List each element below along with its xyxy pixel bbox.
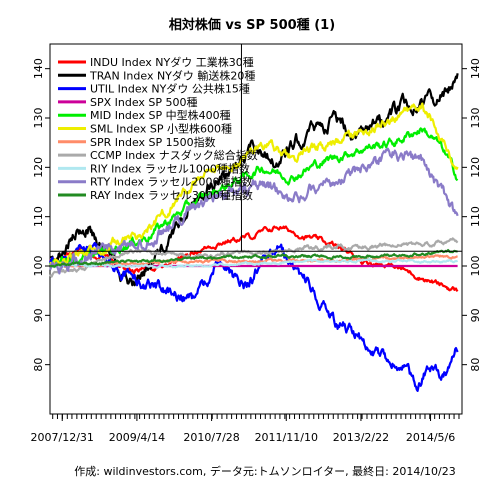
y-tick-label-left: 120 bbox=[32, 157, 45, 178]
y-tick-label-right: 100 bbox=[469, 256, 480, 277]
chart-title: 相対株価 vs SP 500種 (1) bbox=[169, 17, 335, 33]
x-tick-label: 2014/5/6 bbox=[406, 431, 455, 444]
series-line-2 bbox=[48, 241, 459, 392]
legend-label: RIY Index ラッセル1000種指数 bbox=[90, 161, 250, 175]
x-tick-label: 2007/12/31 bbox=[31, 431, 94, 444]
legend-label: SML Index SP 小型株600種 bbox=[90, 122, 232, 136]
y-tick-label-right: 110 bbox=[469, 206, 480, 227]
series-line-5 bbox=[49, 102, 459, 268]
legend-label: SPR Index SP 1500指数 bbox=[90, 135, 216, 149]
series-line-8 bbox=[49, 258, 459, 269]
legend-label: INDU Index NYダウ 工業株30種 bbox=[90, 55, 254, 69]
y-tick-label-left: 130 bbox=[32, 108, 45, 129]
y-tick-label-right: 120 bbox=[469, 157, 480, 178]
series-line-9 bbox=[49, 147, 459, 275]
legend-label: RAY Index ラッセル3000種指数 bbox=[90, 188, 253, 202]
x-tick-label: 2009/4/14 bbox=[109, 431, 165, 444]
y-tick-label-right: 80 bbox=[469, 358, 480, 372]
x-tick-label: 2013/2/22 bbox=[333, 431, 389, 444]
legend-label: CCMP Index ナスダック総合指数 bbox=[90, 148, 258, 162]
x-tick-label: 2011/11/10 bbox=[255, 431, 318, 444]
legend-label: MID Index SP 中型株400種 bbox=[90, 108, 231, 122]
legend-label: UTIL Index NYダウ 公共株15種 bbox=[90, 82, 250, 96]
legend-label: SPX Index SP 500種 bbox=[90, 95, 198, 109]
y-tick-label-left: 110 bbox=[32, 206, 45, 227]
plot-area: 80 80 90 90 100 100 110 110 120 120 130 130 140 140 20… bbox=[31, 43, 480, 444]
y-tick-label-right: 130 bbox=[469, 108, 480, 129]
y-tick-label-right: 90 bbox=[469, 308, 480, 322]
chart-caption: 作成: wildinvestors.com, データ元:トムソンロイター, 最終… bbox=[74, 464, 455, 478]
y-tick-label-left: 100 bbox=[32, 256, 45, 277]
y-tick-label-right: 140 bbox=[469, 58, 480, 79]
legend-label: RTY Index ラッセル2000種指数 bbox=[90, 175, 253, 189]
legend-label: TRAN Index NYダウ 輸送株20種 bbox=[89, 68, 255, 82]
x-tick-label: 2010/7/28 bbox=[183, 431, 239, 444]
y-tick-label-left: 90 bbox=[32, 308, 45, 322]
series-line-6 bbox=[49, 254, 458, 268]
series-line-10 bbox=[49, 249, 458, 268]
y-tick-label-left: 140 bbox=[32, 58, 45, 79]
y-tick-label-left: 80 bbox=[32, 358, 45, 372]
